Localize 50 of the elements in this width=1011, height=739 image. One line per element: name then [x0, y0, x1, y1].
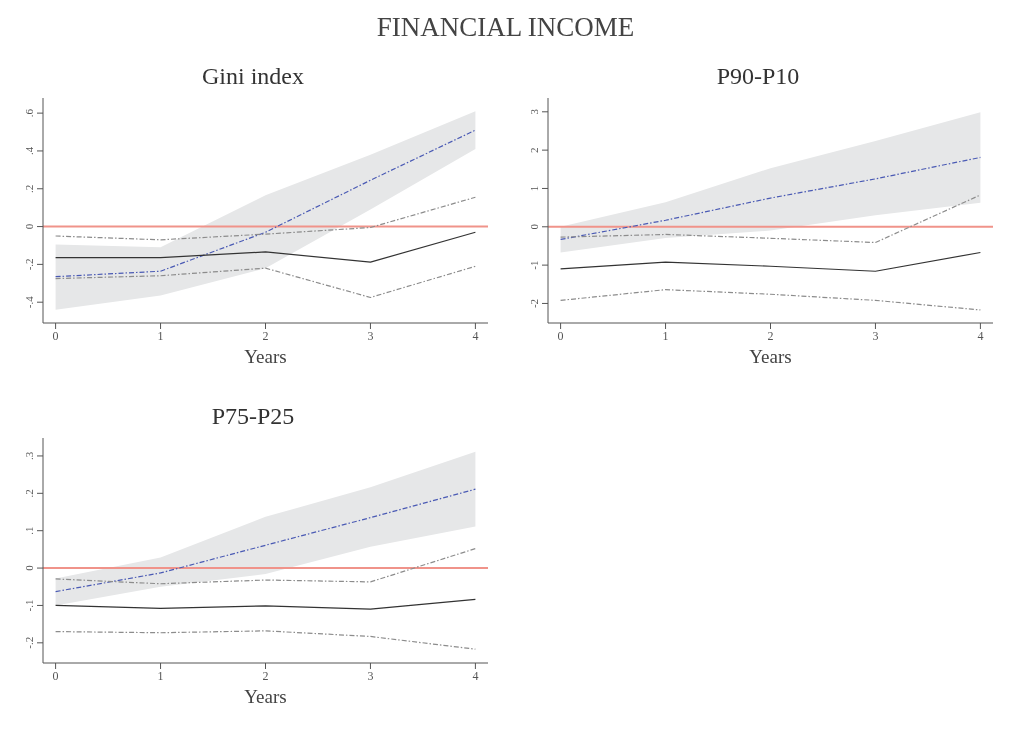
line-series [54, 265, 477, 299]
y-tick-label: 2 [528, 147, 540, 153]
y-tick-label: .2 [23, 184, 35, 193]
line-series [54, 598, 477, 610]
y-tick-label: -.2 [23, 636, 35, 649]
x-tick-label: 2 [262, 328, 269, 343]
line-series [54, 196, 477, 241]
y-tick-label: 0 [23, 564, 35, 571]
x-axis-title: Years [749, 346, 792, 367]
y-tick-label: .2 [23, 489, 35, 498]
y-tick-label: .4 [23, 146, 35, 156]
chart-title: P90-P10 [715, 63, 801, 91]
x-tick-label: 4 [472, 668, 479, 683]
x-tick-label: 0 [557, 328, 564, 343]
y-tick-label: -.2 [23, 258, 35, 271]
y-tick-label: 0 [23, 223, 35, 230]
line-series [559, 289, 982, 311]
y-tick-label: -.4 [23, 295, 35, 309]
y-tick-label: 0 [528, 223, 540, 230]
x-tick-label: 3 [367, 328, 374, 343]
x-axis-title: Years [244, 686, 287, 707]
y-tick-label: .1 [23, 526, 35, 535]
line-series [54, 129, 477, 278]
chart-title: Gini index [201, 63, 305, 91]
y-tick-label: 3 [528, 108, 540, 115]
x-tick-label: 2 [767, 328, 774, 343]
line-series [54, 548, 477, 585]
chart-title: P75-P25 [210, 403, 296, 431]
y-tick-label: -2 [528, 298, 540, 309]
y-tick-label: .6 [23, 108, 35, 118]
line-series [559, 251, 982, 272]
line-series [559, 194, 982, 244]
y-tick-label: 1 [528, 185, 540, 192]
text: FINANCIAL INCOME [375, 12, 636, 43]
x-axis-title: Years [244, 346, 287, 367]
x-tick-label: 1 [157, 328, 164, 343]
x-tick-label: 4 [977, 328, 984, 343]
x-tick-label: 0 [52, 328, 59, 343]
x-tick-label: 3 [367, 668, 374, 683]
x-tick-label: 4 [472, 328, 479, 343]
x-tick-label: 1 [662, 328, 669, 343]
y-tick-label: .3 [23, 451, 35, 461]
y-tick-label: -1 [528, 260, 540, 270]
line-series [54, 488, 477, 593]
y-tick-label: -.1 [23, 599, 35, 612]
x-tick-label: 3 [872, 328, 879, 343]
x-tick-label: 1 [157, 668, 164, 683]
line-series [54, 231, 477, 263]
x-tick-label: 0 [52, 668, 59, 683]
x-tick-label: 2 [262, 668, 269, 683]
